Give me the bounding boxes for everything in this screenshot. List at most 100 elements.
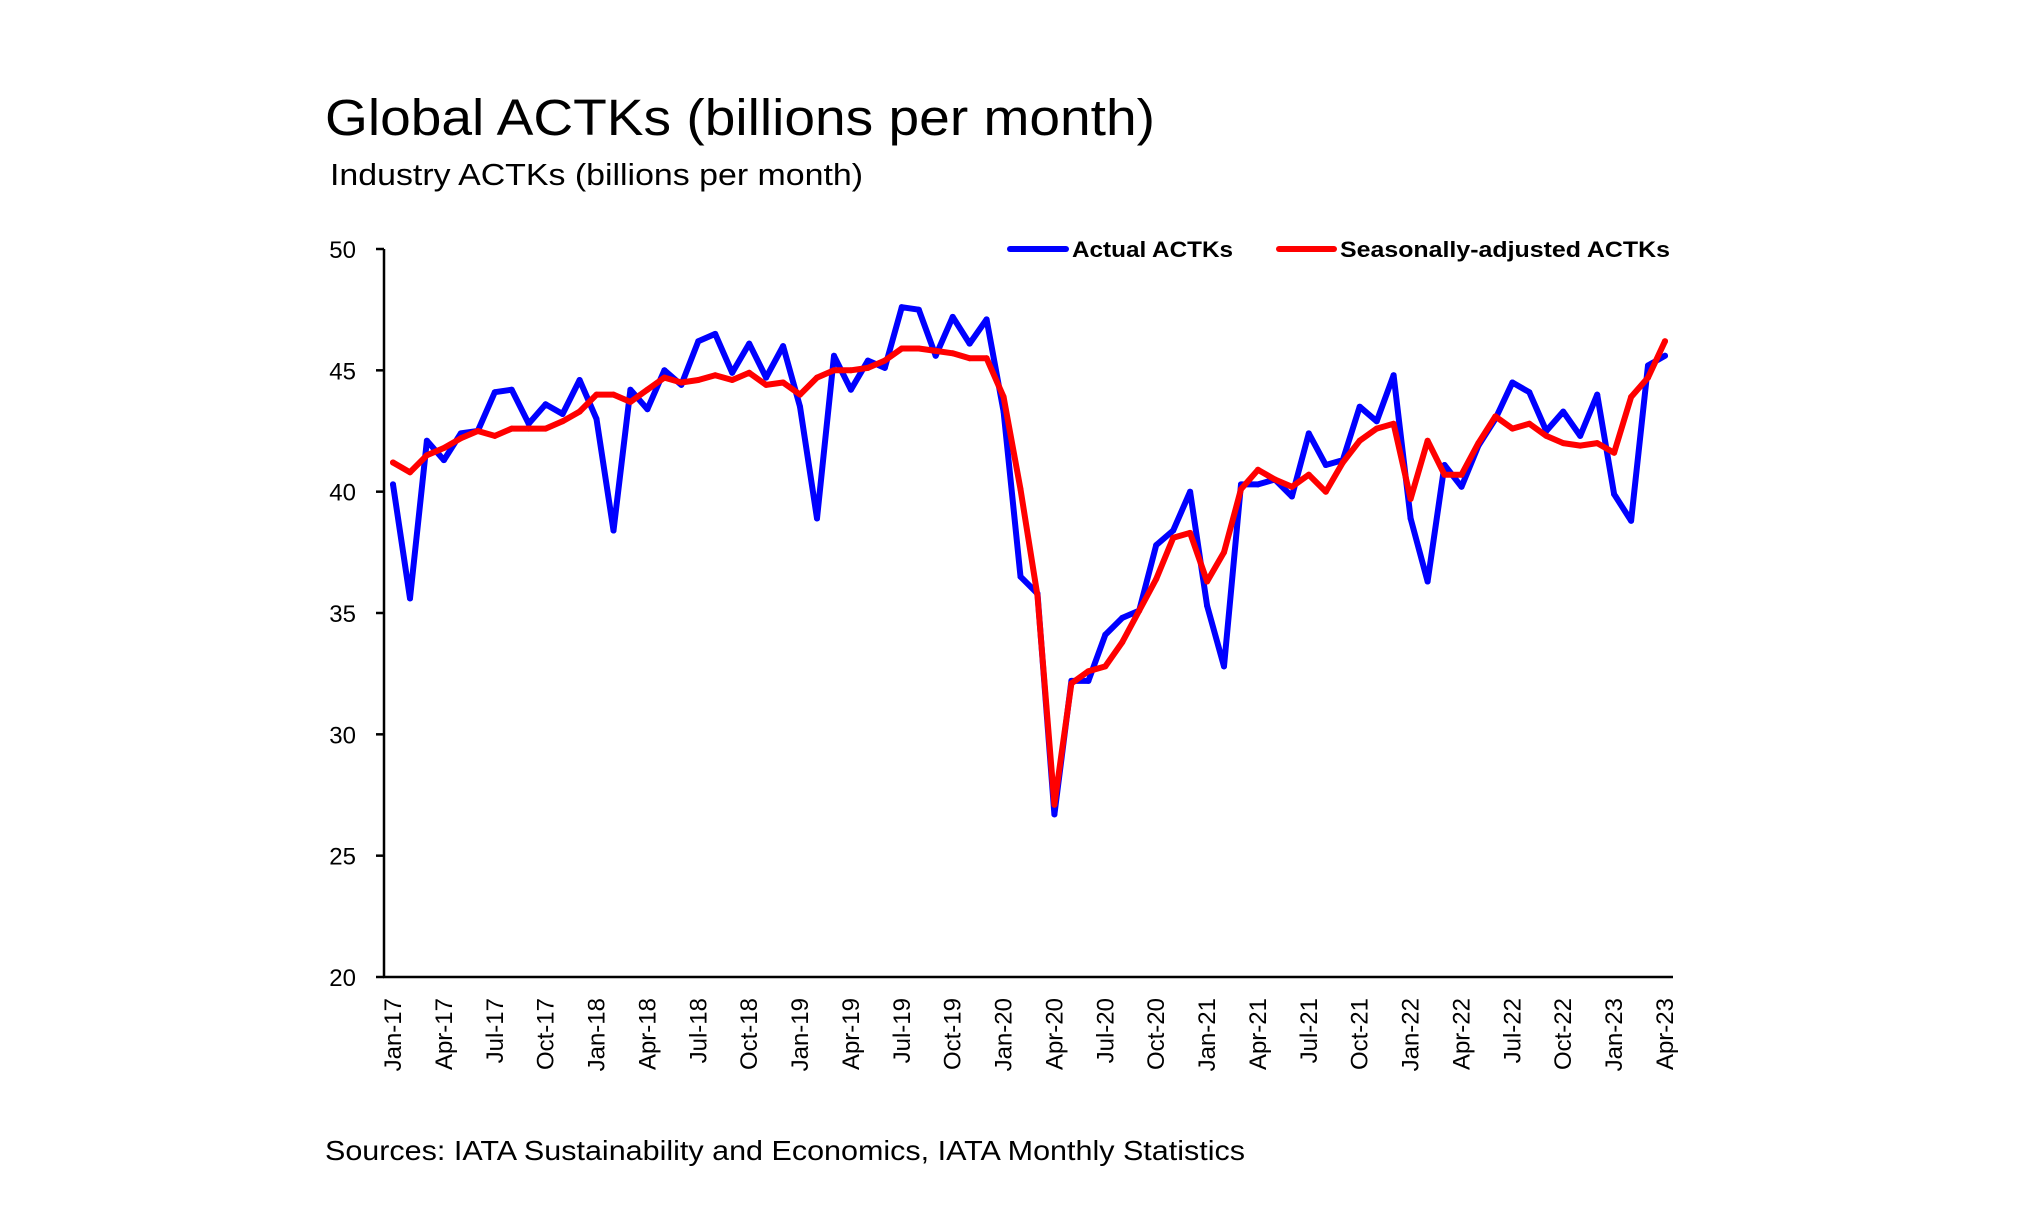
data-point [1458,483,1465,490]
data-point [1407,515,1414,522]
data-point [1373,425,1380,432]
data-point [1288,483,1295,490]
series-line [390,338,1668,808]
x-tick-label: Jul-21 [1296,998,1323,1063]
data-point [423,437,430,444]
data-point [729,377,736,383]
data-point [1322,462,1329,468]
x-tick-label: Jan-23 [1601,998,1628,1071]
data-point [1560,408,1567,415]
x-tick-label: Jul-17 [482,998,509,1063]
data-point [1390,372,1397,379]
data-point [1322,488,1329,495]
data-point [1424,437,1431,444]
data-point [440,457,447,464]
data-point [847,367,854,374]
data-point [559,418,566,425]
x-tick-label: Apr-21 [1245,998,1272,1070]
y-tick-label: 40 [329,480,356,507]
data-point [1170,527,1177,534]
data-point [1509,425,1516,432]
data-point [1526,389,1533,396]
series-seasonally-adjusted-actks [390,338,1668,808]
data-point [1221,549,1227,556]
x-tick-label: Oct-20 [1143,998,1170,1070]
data-point [746,340,753,347]
data-point [542,425,549,432]
data-point [1356,403,1363,410]
x-tick-label: Jan-21 [1194,998,1221,1071]
data-point [1662,338,1668,345]
data-point [627,398,634,405]
data-point [1305,471,1312,478]
data-point [1611,449,1618,456]
source-note: Sources: IATA Sustainability and Economi… [325,1135,1245,1166]
data-point [661,374,668,381]
x-tick-label: Jan-18 [584,998,611,1071]
data-point [525,425,532,432]
data-point [695,338,702,345]
data-point [407,595,413,602]
data-point [1305,430,1312,437]
data-point [1509,379,1516,386]
data-point [949,350,956,357]
data-point [1085,677,1092,684]
data-point [746,369,753,376]
data-point [542,401,549,408]
data-point [1255,481,1261,488]
data-point [1645,362,1651,369]
data-point [1051,811,1058,818]
chart-title: Global ACTKs (billions per month) [325,89,1155,146]
data-point [610,391,617,398]
data-point [440,445,447,451]
x-tick-label: Apr-17 [431,998,458,1070]
data-point [1543,432,1550,439]
data-point [423,452,430,459]
x-tick-label: Oct-22 [1550,998,1577,1070]
data-point [1424,578,1431,585]
legend-label-seasonally-adjusted: Seasonally-adjusted ACTKs [1340,237,1670,262]
x-tick-label: Jul-19 [889,998,916,1063]
data-point [881,357,888,364]
data-point [915,306,922,313]
y-tick-label: 30 [329,722,356,749]
data-point [780,343,787,350]
x-ticks: Jan-17 Apr-17 Jul-17 Oct-17 Jan-18 Apr-18 Jul-… [380,998,1679,1071]
data-point [864,364,871,371]
legend-item-seasonally-adjusted[interactable]: Seasonally-adjusted ACTKs [1276,237,1670,262]
data-point [457,435,464,442]
data-point [1628,394,1635,400]
data-point [1271,476,1278,483]
data-point [1153,542,1160,549]
data-point [814,374,820,381]
data-point [881,364,888,371]
data-point [610,527,617,534]
data-point [1577,432,1584,439]
data-point [576,377,583,383]
data-point [898,345,905,352]
data-point [678,379,685,386]
data-point [831,352,837,359]
legend-item-actual[interactable]: Actual ACTKs [1007,237,1233,262]
data-point [390,481,396,488]
chart-subtitle: Industry ACTKs (billions per month) [330,157,863,192]
data-point [593,391,600,398]
data-point [780,379,787,386]
data-point [1339,459,1346,466]
data-point [797,403,803,410]
data-point [1356,437,1363,444]
x-tick-label: Apr-18 [634,998,661,1070]
data-point [932,347,939,354]
data-point [644,386,651,393]
data-point [1068,680,1075,687]
data-point [593,415,600,422]
x-tick-label: Jul-22 [1499,998,1526,1063]
data-point [1017,573,1024,580]
data-point [966,340,973,347]
x-tick-label: Oct-17 [533,998,560,1070]
data-point [1407,495,1414,502]
data-point [474,428,481,434]
data-point [1000,394,1007,400]
data-point [508,425,515,432]
data-point [1221,663,1227,670]
